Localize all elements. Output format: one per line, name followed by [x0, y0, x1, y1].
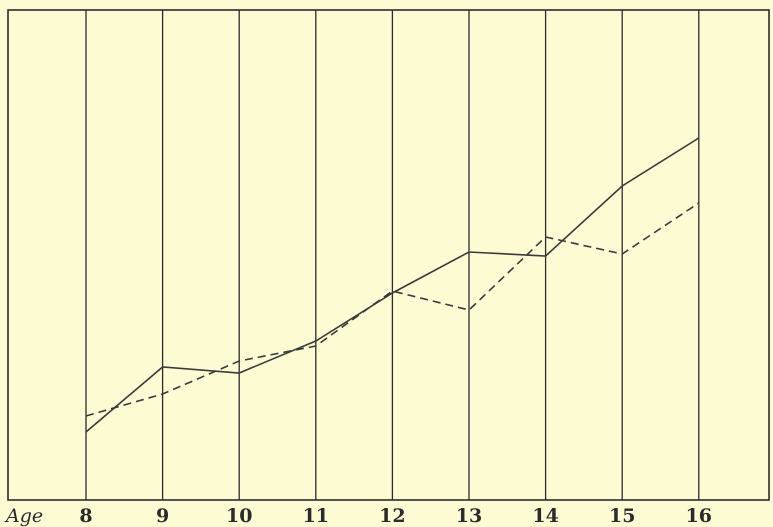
x-tick-label-15: 15 [609, 505, 635, 527]
series-line-dashed [85, 202, 700, 417]
x-tick-label-11: 11 [303, 505, 329, 527]
x-tick-label-14: 14 [532, 505, 558, 527]
x-tick-label-12: 12 [379, 505, 405, 527]
grid [7, 9, 770, 501]
x-tick-label-9: 9 [156, 505, 169, 527]
x-tick-label-13: 13 [456, 505, 482, 527]
x-axis-label: Age [4, 505, 43, 527]
x-tick-label-10: 10 [226, 505, 252, 527]
x-tick-label-8: 8 [79, 505, 92, 527]
x-tick-label-16: 16 [686, 505, 712, 527]
series-layer [85, 137, 700, 433]
axis-labels: Age 8 9 10 11 12 13 14 15 16 [4, 505, 712, 527]
series-line-solid [85, 137, 700, 433]
plot-frame [7, 9, 770, 501]
